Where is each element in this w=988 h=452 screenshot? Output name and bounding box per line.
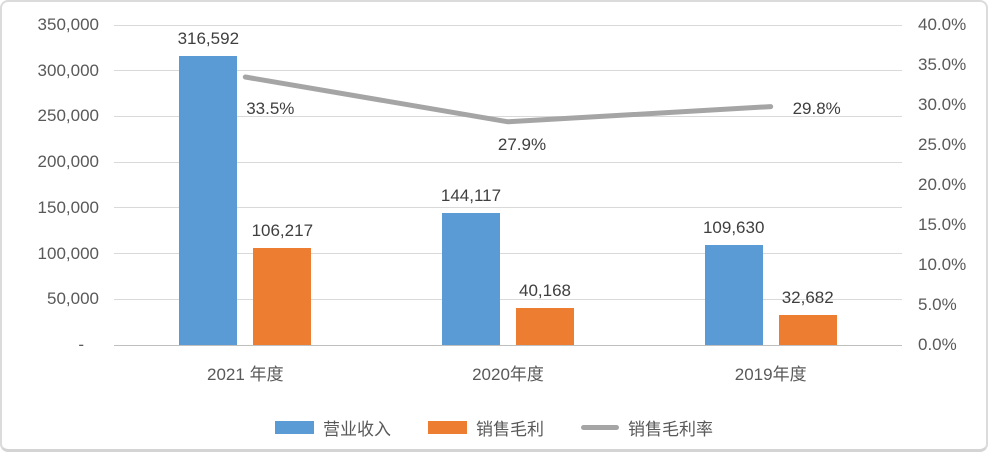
right-axis-tick: 35.0%: [918, 55, 967, 74]
legend-item-gross-margin: 销售毛利率: [581, 415, 713, 440]
left-axis-tick: -: [78, 335, 84, 354]
revenue-bar-label: 316,592: [177, 28, 240, 48]
legend-item-revenue: 营业收入: [275, 415, 391, 440]
gross-margin-point-label: 29.8%: [792, 98, 841, 118]
revenue-bar-2020: [442, 213, 500, 345]
gridline: [114, 344, 902, 346]
right-axis-tick: 30.0%: [918, 95, 967, 114]
gridline: [114, 70, 902, 72]
left-axis-tick: 50,000: [47, 289, 99, 309]
right-axis-tick: 25.0%: [918, 135, 967, 154]
gross-profit-bar-2020: [516, 308, 574, 345]
legend-label-gross-profit: 销售毛利: [476, 419, 544, 439]
right-axis-tick: 10.0%: [918, 255, 967, 274]
revenue-bar-2019: [704, 244, 763, 345]
x-axis-label-2019: 2019年度: [734, 365, 807, 384]
gross-margin-point-label: 27.9%: [497, 134, 547, 154]
left-axis-tick: 200,000: [37, 152, 99, 172]
right-axis-tick: 5.0%: [918, 295, 957, 314]
gross-profit-bar-label: 106,217: [251, 220, 314, 240]
revenue-bar-label: 109,630: [702, 217, 765, 237]
gridline: [114, 207, 902, 209]
gross-profit-bar-label: 32,682: [781, 288, 834, 308]
chart-legend: 营业收入 销售毛利 销售毛利率: [2, 414, 986, 440]
revenue-swatch-icon: [275, 420, 314, 434]
right-axis-tick: 20.0%: [918, 175, 967, 194]
gridline: [114, 24, 902, 26]
gross-margin-point-label: 33.5%: [246, 99, 295, 118]
gross-profit-bar-2019: [778, 315, 837, 345]
gross-profit-bar-label: 40,168: [519, 281, 571, 301]
left-axis-tick: 250,000: [37, 106, 99, 126]
x-axis-label-2021: 2021 年度: [207, 365, 284, 384]
gridline: [114, 298, 902, 300]
gridline: [114, 161, 902, 163]
left-axis-tick: 150,000: [37, 197, 99, 217]
left-axis-tick: 100,000: [37, 243, 99, 263]
revenue-bar-2021: [179, 55, 238, 345]
revenue-bar-label: 144,117: [440, 186, 502, 206]
gridline: [114, 253, 902, 255]
right-axis-tick: 15.0%: [918, 215, 967, 234]
legend-label-gross-margin: 销售毛利率: [628, 419, 713, 439]
x-axis-label-2020: 2020年度: [472, 365, 544, 384]
gross-profit-bar-2021: [253, 247, 312, 345]
left-axis-tick: 350,000: [37, 15, 99, 34]
right-axis-tick: 0.0%: [918, 335, 957, 354]
right-axis-tick: 40.0%: [918, 15, 967, 34]
gross-profit-swatch-icon: [428, 420, 467, 434]
gross-margin-swatch-icon: [581, 424, 619, 430]
legend-item-gross-profit: 销售毛利: [428, 415, 544, 440]
left-axis-tick: 300,000: [37, 60, 99, 80]
legend-label-revenue: 营业收入: [323, 419, 391, 439]
